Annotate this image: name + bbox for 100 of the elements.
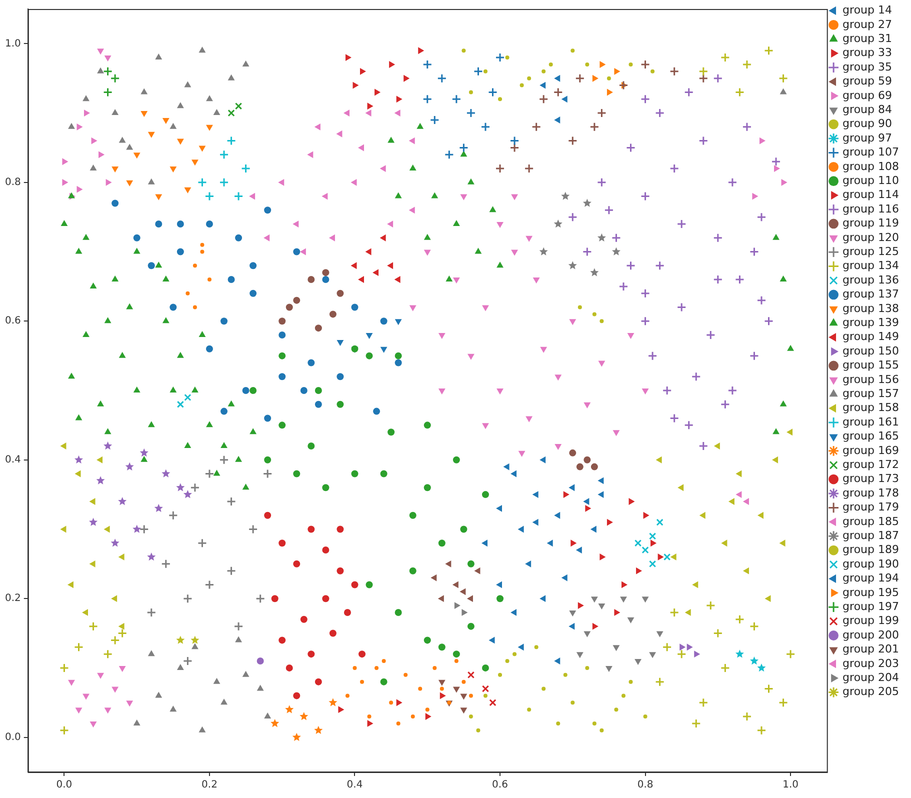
point — [525, 560, 532, 568]
point — [612, 430, 620, 436]
point — [366, 333, 373, 340]
point — [676, 649, 686, 659]
point — [598, 477, 604, 484]
point — [568, 484, 575, 492]
point — [242, 60, 250, 66]
point — [606, 666, 612, 672]
point — [584, 631, 591, 638]
point — [242, 670, 250, 677]
point — [104, 526, 110, 533]
point — [182, 656, 192, 666]
point — [735, 650, 744, 658]
point — [322, 192, 328, 200]
point — [74, 455, 84, 464]
point — [139, 524, 149, 534]
point — [358, 276, 364, 283]
point — [336, 526, 344, 533]
point — [132, 524, 142, 533]
point — [452, 456, 460, 464]
point — [569, 319, 576, 326]
point — [84, 110, 90, 117]
point — [242, 387, 250, 394]
point — [759, 137, 766, 144]
point — [774, 165, 780, 172]
point — [575, 74, 585, 84]
point — [460, 194, 468, 200]
point — [621, 694, 626, 698]
point — [556, 721, 560, 726]
point — [570, 540, 577, 547]
point — [568, 622, 575, 630]
point — [60, 526, 66, 533]
point — [89, 498, 96, 505]
point — [264, 456, 272, 464]
point — [396, 721, 400, 726]
point — [206, 220, 213, 228]
point — [242, 484, 250, 490]
point — [452, 581, 458, 588]
point — [314, 678, 322, 686]
point — [642, 596, 649, 603]
point — [60, 442, 66, 450]
point — [764, 316, 774, 326]
point — [684, 609, 691, 616]
point — [592, 622, 598, 630]
point — [583, 498, 590, 505]
point — [460, 588, 466, 596]
point — [367, 720, 374, 727]
point — [495, 164, 505, 174]
point — [778, 698, 788, 708]
legend-label: group 179 — [842, 500, 900, 514]
point — [396, 96, 402, 103]
point — [482, 491, 489, 498]
point — [713, 74, 723, 84]
point — [336, 130, 342, 138]
point — [155, 692, 162, 698]
point — [554, 116, 560, 124]
point — [96, 456, 103, 464]
point — [350, 178, 357, 186]
point — [90, 721, 97, 728]
point — [749, 622, 759, 632]
point — [454, 659, 458, 664]
legend-label: group 161 — [842, 415, 900, 428]
point — [146, 608, 156, 618]
point — [118, 622, 124, 630]
legend-label: group 114 — [842, 188, 900, 202]
point — [343, 110, 350, 117]
point — [756, 296, 766, 306]
point — [468, 178, 474, 184]
point — [380, 470, 388, 478]
point — [626, 142, 636, 152]
point — [112, 200, 119, 207]
point — [496, 595, 504, 602]
point — [278, 540, 286, 547]
point — [118, 496, 127, 506]
point — [670, 554, 676, 560]
point — [496, 504, 502, 512]
legend-label: group 119 — [842, 216, 900, 230]
point — [394, 608, 402, 616]
point — [235, 456, 242, 462]
point — [293, 560, 300, 568]
point — [460, 708, 468, 714]
point — [627, 333, 634, 340]
point — [207, 278, 212, 282]
point — [600, 554, 606, 560]
point — [628, 498, 635, 505]
point — [584, 402, 591, 408]
point — [706, 330, 716, 340]
point — [192, 305, 197, 310]
legend-label: group 157 — [842, 386, 900, 400]
point — [425, 713, 432, 720]
point — [756, 212, 766, 222]
point — [570, 48, 575, 53]
point — [250, 262, 257, 270]
point — [126, 144, 134, 150]
point — [656, 456, 662, 464]
point — [226, 496, 236, 506]
point — [488, 636, 495, 644]
point — [590, 268, 599, 276]
point — [786, 428, 793, 436]
legend-label: group 185 — [842, 514, 900, 528]
